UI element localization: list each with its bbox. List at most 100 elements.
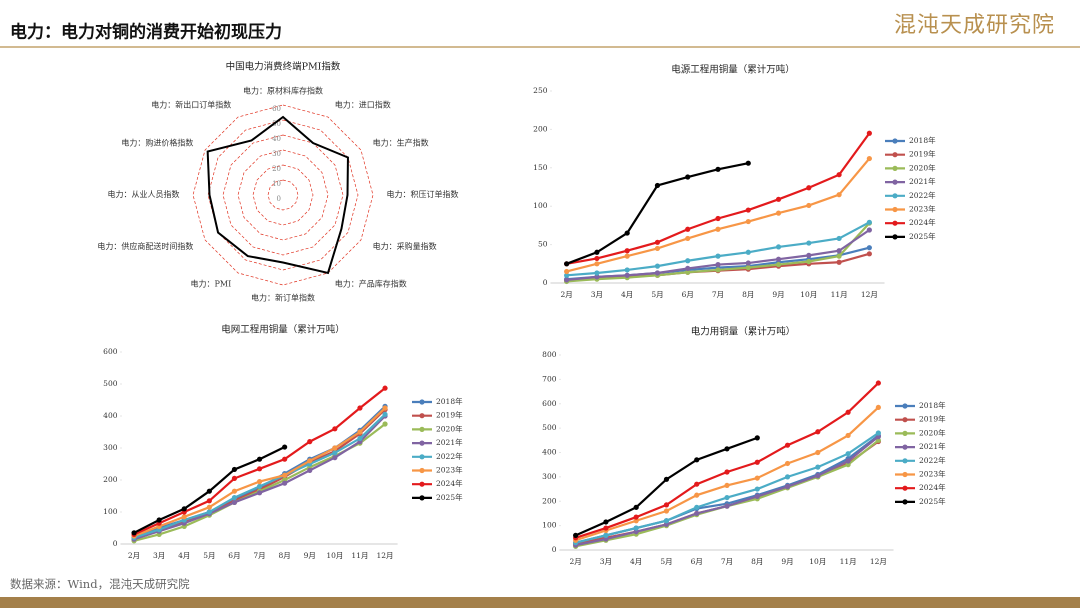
- point: [806, 202, 812, 209]
- logo: 混沌天成研究院: [894, 13, 1055, 38]
- legend-dot: [419, 454, 425, 460]
- point: [307, 458, 313, 464]
- point: [332, 455, 338, 461]
- legend-dot: [892, 234, 898, 240]
- point: [624, 253, 630, 259]
- legend-dot: [419, 495, 425, 501]
- point: [624, 267, 630, 273]
- grid-ring: [192, 104, 374, 286]
- x-tick-label: 5月: [203, 551, 215, 560]
- point: [724, 446, 730, 452]
- x-tick-label: 2月: [569, 557, 581, 566]
- point: [694, 510, 700, 517]
- r-tick-label: 10: [272, 180, 281, 188]
- x-tick-label: 3月: [600, 557, 612, 566]
- point: [206, 509, 212, 515]
- point: [715, 261, 721, 268]
- legend-dot: [902, 403, 908, 409]
- legend-dot: [419, 399, 425, 405]
- legend-label: 2022年: [909, 190, 936, 200]
- x-tick-label: 4月: [630, 557, 642, 566]
- y-tick-label: 150: [533, 163, 548, 172]
- x-tick-label: 11月: [351, 551, 368, 560]
- x-tick-label: 9月: [304, 551, 316, 560]
- y-tick-label: 600: [542, 399, 557, 408]
- y-tick-label: 800: [542, 350, 557, 359]
- point: [724, 503, 730, 509]
- point: [181, 514, 187, 520]
- point: [307, 467, 313, 473]
- point: [663, 502, 670, 508]
- axis-label: 电力：产品库存指数: [335, 279, 407, 289]
- y-tick-label: 500: [103, 379, 118, 388]
- point: [715, 253, 721, 259]
- point: [866, 227, 872, 233]
- legend-dot: [892, 152, 898, 158]
- point: [206, 498, 212, 504]
- legend-dot: [902, 444, 908, 450]
- point: [663, 476, 670, 482]
- point: [866, 219, 872, 225]
- legend-dot: [419, 467, 425, 474]
- point: [845, 462, 851, 468]
- point: [754, 435, 760, 441]
- point: [282, 480, 288, 486]
- point: [836, 235, 842, 242]
- legend-label: 2025年: [436, 492, 463, 502]
- point: [256, 483, 263, 489]
- point: [866, 130, 872, 136]
- point: [382, 385, 388, 391]
- footer-band: [0, 597, 1080, 608]
- series-line: [575, 435, 880, 547]
- point: [654, 270, 661, 276]
- point: [231, 499, 238, 505]
- axis-label: 电力：原材料库存指数: [243, 86, 323, 96]
- point: [745, 265, 751, 271]
- point: [357, 435, 363, 441]
- point: [694, 481, 700, 487]
- point: [231, 466, 238, 473]
- point: [694, 492, 700, 498]
- y-tick-label: 600: [103, 347, 118, 356]
- legend-label: 2019年: [436, 410, 463, 420]
- x-tick-label: 8月: [742, 290, 754, 299]
- point: [332, 445, 338, 451]
- point: [836, 172, 842, 178]
- axis-label: 电力：从业人员指数: [108, 189, 180, 199]
- point: [663, 521, 670, 528]
- legend-label: 2019年: [919, 414, 946, 424]
- point: [307, 439, 313, 445]
- point: [875, 434, 881, 440]
- point: [866, 155, 872, 162]
- y-tick-label: 500: [542, 423, 557, 432]
- x-tick-label: 11月: [831, 290, 848, 299]
- y-tick-label: 300: [542, 472, 557, 481]
- axis-label: 电力：积压订单指数: [387, 189, 459, 199]
- legend-dot: [419, 440, 425, 446]
- point: [594, 274, 600, 280]
- x-tick-label: 8月: [751, 557, 763, 566]
- x-tick-label: 9月: [781, 557, 793, 566]
- point: [594, 261, 600, 267]
- point: [603, 536, 609, 542]
- point: [603, 519, 609, 525]
- point: [256, 466, 263, 472]
- legend-dot: [892, 138, 898, 144]
- y-tick-label: 700: [542, 374, 557, 383]
- x-tick-label: 5月: [651, 290, 663, 299]
- legend-dot: [902, 485, 908, 491]
- point: [624, 230, 630, 236]
- point: [754, 459, 760, 465]
- legend-label: 2018年: [909, 135, 936, 145]
- legend-label: 2020年: [436, 423, 463, 433]
- y-tick-label: 50: [538, 240, 548, 249]
- point: [624, 248, 630, 254]
- grid-ring: [252, 164, 314, 226]
- y-tick-label: 400: [542, 448, 557, 457]
- x-tick-label: 3月: [591, 290, 603, 299]
- point: [564, 268, 570, 275]
- legend-dot: [892, 165, 898, 171]
- legend-dot: [892, 193, 898, 199]
- point: [654, 263, 661, 269]
